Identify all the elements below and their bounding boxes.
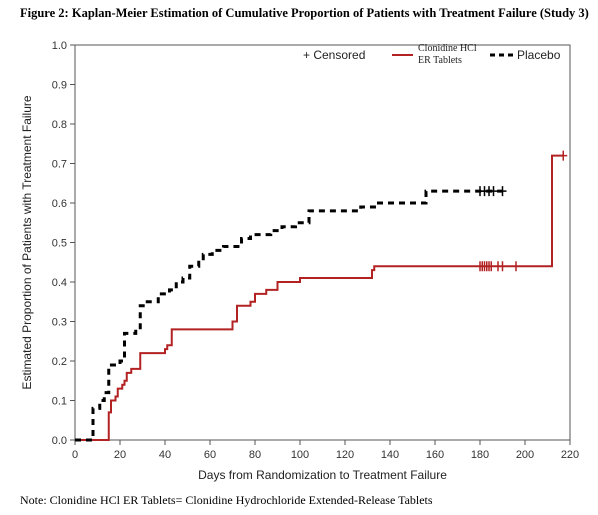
y-tick-label: 0.7	[52, 159, 67, 171]
censor-mark	[498, 186, 507, 197]
x-tick-label: 40	[159, 449, 171, 461]
y-tick-label: 0.0	[52, 435, 67, 447]
plot-frame	[74, 44, 571, 441]
censor-mark	[559, 150, 568, 161]
x-tick-label: 100	[291, 449, 309, 461]
axes	[74, 44, 571, 441]
series-layer	[75, 150, 568, 442]
censor-mark	[498, 261, 507, 272]
x-tick-label: 120	[336, 449, 354, 461]
figure-note: Note: Clonidine HCl ER Tablets= Clonidin…	[20, 493, 433, 507]
figure-title: Figure 2: Kaplan-Meier Estimation of Cum…	[20, 6, 589, 20]
x-axis-label: Days from Randomization to Treatment Fai…	[198, 468, 447, 482]
series-placebo	[75, 186, 507, 442]
series-line	[75, 154, 564, 441]
y-tick-label: 0.8	[52, 119, 67, 131]
legend-label-clonidine-line2: ER Tablets	[418, 55, 462, 66]
x-tick-label: 0	[72, 449, 78, 461]
x-tick-label: 180	[471, 449, 489, 461]
y-tick-label: 0.4	[52, 277, 67, 289]
legend-label-clonidine-line1: Clonidine HCl	[418, 43, 477, 54]
km-chart: 0 20 40 60 80 100 120 140 160 180 200 220 0.0 0.1 0.2 0…	[20, 40, 579, 482]
censor-mark	[489, 186, 498, 197]
x-tick-label: 220	[561, 449, 579, 461]
ticks: 0 20 40 60 80 100 120 140 160 180 200 220 0.0 0.1 0.2 0…	[52, 40, 579, 461]
y-tick-label: 0.6	[52, 198, 67, 210]
y-tick-label: 0.2	[52, 356, 67, 368]
y-axis-label: Estimated Proportion of Patients with Tr…	[20, 95, 34, 389]
y-tick-label: 0.9	[52, 80, 67, 92]
series-clonidine	[75, 150, 568, 441]
y-tick-label: 0.5	[52, 238, 67, 250]
y-tick-label: 0.3	[52, 317, 67, 329]
censor-mark	[487, 261, 496, 272]
y-tick-label: 0.1	[52, 396, 67, 408]
series-line	[75, 189, 503, 442]
legend-censored: + Censored	[303, 48, 365, 62]
x-tick-label: 140	[381, 449, 399, 461]
y-tick-label: 1.0	[52, 40, 67, 52]
legend-label-placebo: Placebo	[517, 48, 561, 62]
x-tick-label: 200	[516, 449, 534, 461]
x-tick-label: 80	[249, 449, 261, 461]
x-tick-label: 160	[426, 449, 444, 461]
x-tick-label: 20	[114, 449, 126, 461]
x-tick-label: 60	[204, 449, 216, 461]
censor-mark	[512, 261, 520, 272]
